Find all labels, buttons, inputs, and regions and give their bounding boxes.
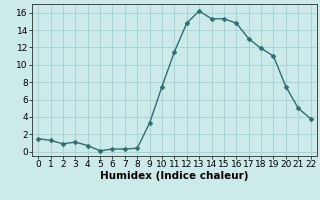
X-axis label: Humidex (Indice chaleur): Humidex (Indice chaleur) [100,171,249,181]
